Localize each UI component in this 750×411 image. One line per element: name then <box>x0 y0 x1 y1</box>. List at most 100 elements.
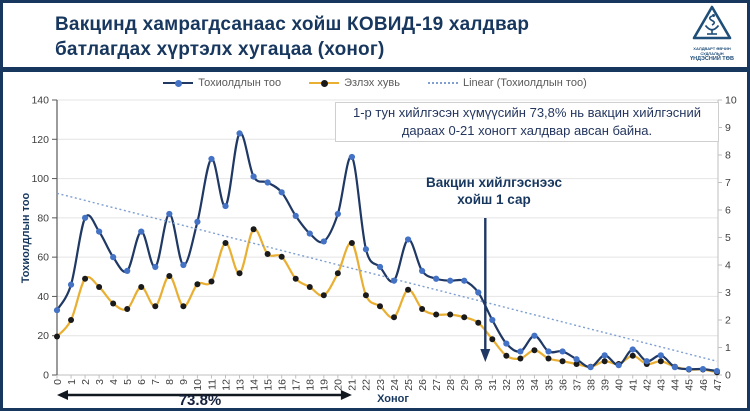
svg-text:9: 9 <box>178 379 190 385</box>
svg-text:41: 41 <box>628 379 640 391</box>
cases-marker-icon <box>175 79 183 87</box>
percent-line-swatch-icon <box>309 79 340 87</box>
callout-note: 1-р тун хийлгэсэн хүмүүсийн 73,8% нь вак… <box>335 102 719 142</box>
svg-text:1: 1 <box>66 379 78 385</box>
svg-text:30: 30 <box>473 379 485 391</box>
trend-line <box>56 192 718 362</box>
svg-text:140: 140 <box>31 95 49 107</box>
svg-text:45: 45 <box>684 379 696 391</box>
svg-text:18: 18 <box>305 379 317 391</box>
month-arrow-head-icon <box>480 349 491 362</box>
svg-text:47: 47 <box>712 379 724 391</box>
percent-marker-icon <box>321 79 329 87</box>
percent-line <box>56 228 718 374</box>
cases-line-swatch-icon <box>163 79 194 87</box>
svg-text:39: 39 <box>599 379 611 391</box>
svg-text:7: 7 <box>725 177 731 189</box>
svg-text:80: 80 <box>37 212 49 224</box>
svg-text:28: 28 <box>445 379 457 391</box>
svg-text:4: 4 <box>725 260 731 272</box>
month-arrow-label-line2: хойш 1 сар <box>457 192 531 207</box>
svg-text:5: 5 <box>725 232 731 244</box>
svg-text:37: 37 <box>571 379 583 391</box>
legend-label-percent: Эзлэх хувь <box>344 77 400 89</box>
svg-text:44: 44 <box>670 379 682 391</box>
svg-text:11: 11 <box>206 379 218 390</box>
svg-text:46: 46 <box>698 379 710 391</box>
range-arrow-right-head-icon <box>340 390 352 400</box>
triangle-bowl-of-hygieia-icon <box>692 5 732 40</box>
svg-text:19: 19 <box>319 379 331 391</box>
trend-line-swatch-icon <box>427 82 458 84</box>
svg-text:29: 29 <box>459 379 471 391</box>
x-axis-title: Хоног <box>377 393 409 405</box>
chart-legend: Тохиолдлын тоо Эзлэх хувь Linear (Тохиол… <box>3 77 747 89</box>
svg-text:1: 1 <box>725 342 731 354</box>
svg-text:20: 20 <box>37 330 49 342</box>
svg-text:3: 3 <box>94 379 106 385</box>
svg-text:26: 26 <box>417 379 429 391</box>
svg-text:20: 20 <box>333 379 345 391</box>
svg-text:8: 8 <box>725 150 731 162</box>
svg-text:32: 32 <box>501 379 513 391</box>
svg-text:0: 0 <box>43 370 49 382</box>
svg-text:9: 9 <box>725 122 731 134</box>
svg-text:100: 100 <box>31 173 49 185</box>
svg-text:27: 27 <box>431 379 443 391</box>
svg-text:22: 22 <box>361 379 373 391</box>
legend-label-trend: Linear (Тохиолдлын тоо) <box>462 77 587 89</box>
range-percent-label: 73.8% <box>178 392 222 409</box>
svg-text:6: 6 <box>725 205 731 217</box>
svg-text:17: 17 <box>291 379 303 391</box>
svg-text:3: 3 <box>725 287 731 299</box>
svg-text:15: 15 <box>262 379 274 391</box>
chart-area: 0 20 40 60 80 100 120 140 0 1 2 3 4 5 6 7 8 9 10 0 1 2 3 4 5 6 7 8 9… <box>3 72 747 408</box>
svg-text:6: 6 <box>136 379 148 385</box>
header: Вакцинд хамрагдсанаас хойш КОВИД-19 халд… <box>3 3 747 67</box>
svg-text:40: 40 <box>37 291 49 303</box>
page-title: Вакцинд хамрагдсанаас хойш КОВИД-19 халд… <box>55 12 529 62</box>
svg-text:25: 25 <box>403 379 415 391</box>
svg-text:34: 34 <box>529 379 541 391</box>
page-title-line2: батлагдах хүртэлх хугацаа (хоног) <box>55 39 385 60</box>
svg-text:36: 36 <box>557 379 569 391</box>
svg-text:0: 0 <box>52 379 64 385</box>
svg-text:12: 12 <box>220 379 232 391</box>
month-arrow-label: Вакцин хийлгэснээс хойш 1 сар <box>401 174 587 208</box>
svg-text:60: 60 <box>37 252 49 264</box>
svg-text:40: 40 <box>614 379 626 391</box>
svg-text:23: 23 <box>375 379 387 391</box>
svg-text:7: 7 <box>150 379 162 385</box>
org-name-line2: ҮНДЭСНИЙ ТӨВ <box>690 56 734 62</box>
svg-text:5: 5 <box>122 379 134 385</box>
svg-text:2: 2 <box>80 379 92 385</box>
svg-text:33: 33 <box>515 379 527 391</box>
svg-text:2: 2 <box>725 315 731 327</box>
legend-item-cases: Тохиолдлын тоо <box>163 77 281 89</box>
range-arrow-left-head-icon <box>57 390 68 400</box>
svg-text:21: 21 <box>347 379 359 391</box>
page-title-line1: Вакцинд хамрагдсанаас хойш КОВИД-19 халд… <box>55 14 530 35</box>
svg-text:0: 0 <box>725 370 731 382</box>
month-arrow-label-line1: Вакцин хийлгэснээс <box>425 175 562 190</box>
y-axis-title: Тохиолдлын тоо <box>20 192 32 284</box>
org-name-line1: ХАЛДВАРТ ӨВЧИН СУДЛАЛЫН <box>693 46 731 56</box>
header-divider-bar <box>3 67 747 72</box>
svg-text:14: 14 <box>248 379 260 391</box>
svg-text:31: 31 <box>487 379 499 391</box>
svg-text:8: 8 <box>164 379 176 385</box>
legend-item-percent: Эзлэх хувь <box>309 77 400 89</box>
svg-text:24: 24 <box>389 379 401 391</box>
svg-text:10: 10 <box>192 379 204 391</box>
svg-text:42: 42 <box>642 379 654 391</box>
legend-label-cases: Тохиолдлын тоо <box>198 77 282 89</box>
svg-text:10: 10 <box>725 95 737 107</box>
legend-item-trend: Linear (Тохиолдлын тоо) <box>427 77 587 89</box>
svg-text:4: 4 <box>108 379 120 385</box>
svg-text:38: 38 <box>585 379 597 391</box>
svg-text:16: 16 <box>276 379 288 391</box>
svg-text:120: 120 <box>31 134 49 146</box>
svg-text:35: 35 <box>543 379 555 391</box>
svg-text:13: 13 <box>234 379 246 391</box>
